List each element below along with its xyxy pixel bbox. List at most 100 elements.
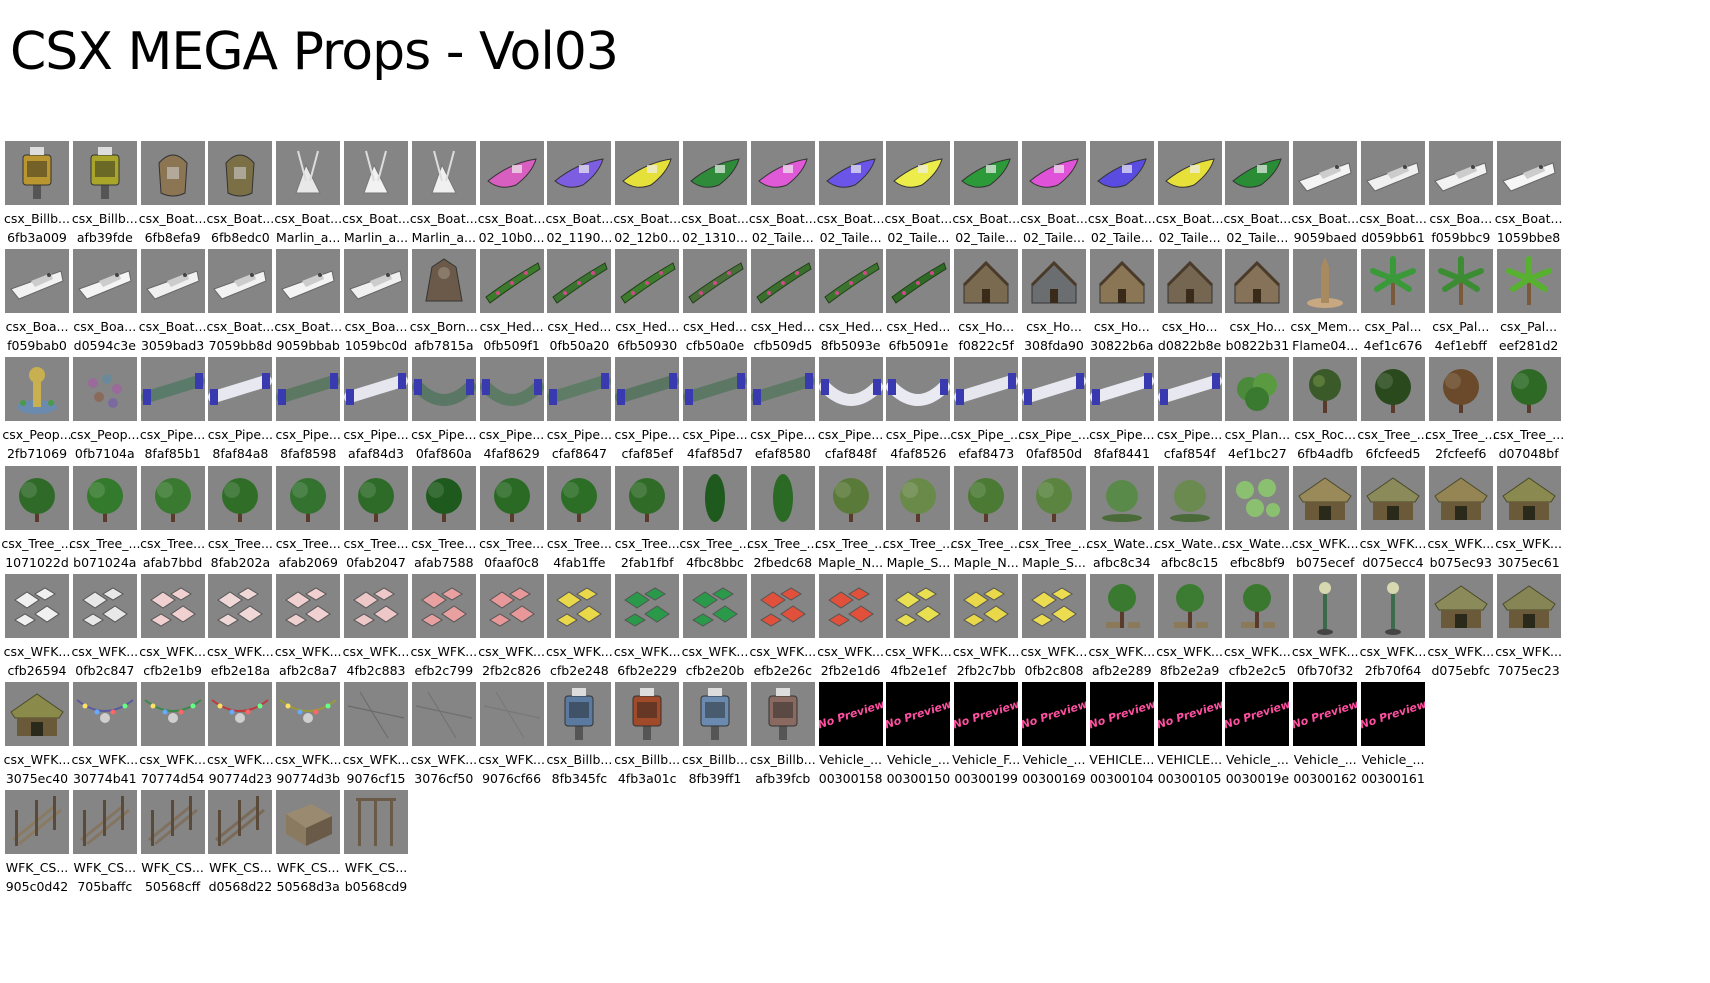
file-item[interactable]: csx_Pal... 4ef1c676 bbox=[1356, 249, 1430, 359]
file-item[interactable]: csx_Ho... 308fda90 bbox=[1017, 249, 1091, 359]
file-item[interactable]: csx_Pipe... 8faf8598 bbox=[271, 357, 345, 467]
file-item[interactable]: csx_WFK... 8fb2e2a9 bbox=[1153, 573, 1227, 684]
file-item[interactable]: csx_Boa... f059bab0 bbox=[0, 249, 74, 359]
file-item[interactable]: csx_Tree_... 2fcfeef6 bbox=[1424, 357, 1498, 467]
file-item[interactable]: csx_Boat... 02_10b0... bbox=[475, 141, 549, 251]
file-item[interactable]: csx_Hed... 6fb5091e bbox=[881, 249, 955, 359]
file-item[interactable]: csx_WFK... 0fb2c808 bbox=[1017, 573, 1091, 684]
file-item[interactable]: csx_WFK... 4fb2c883 bbox=[339, 573, 413, 684]
file-item[interactable]: csx_Pipe... 0faf860a bbox=[407, 357, 481, 467]
file-item[interactable]: csx_Ho... b0822b31 bbox=[1220, 249, 1294, 359]
file-item[interactable]: csx_Pipe... 4faf8629 bbox=[475, 357, 549, 467]
file-item[interactable]: csx_Tree... afab7bbd bbox=[136, 465, 210, 576]
file-item[interactable]: csx_Billb... afb39fde bbox=[68, 141, 142, 251]
file-item[interactable]: csx_WFK... 0fb70f32 bbox=[1288, 573, 1362, 684]
file-item[interactable]: WFK_CS... b0568cd9 bbox=[339, 790, 413, 900]
file-item[interactable]: csx_Boat... 6fb8efa9 bbox=[136, 141, 210, 251]
file-item[interactable]: csx_WFK... 9076cf15 bbox=[339, 682, 413, 792]
file-item[interactable]: csx_Hed... 8fb5093e bbox=[814, 249, 888, 359]
file-item[interactable]: csx_WFK... cfb26594 bbox=[0, 573, 74, 684]
file-item[interactable]: csx_WFK... 0fb2c847 bbox=[68, 573, 142, 684]
file-item[interactable]: csx_Tree... 2fab1fbf bbox=[610, 465, 684, 576]
file-item[interactable]: csx_Boat... d059bb61 bbox=[1356, 141, 1430, 251]
file-item[interactable]: csx_Born... afb7815a bbox=[407, 249, 481, 359]
file-item[interactable]: csx_WFK... d075ecc4 bbox=[1356, 465, 1430, 576]
file-item[interactable]: csx_WFK... efb2c799 bbox=[407, 573, 481, 684]
file-item[interactable]: csx_Boat... 02_1310... bbox=[678, 141, 752, 251]
file-item[interactable]: csx_Boat... 9059baed bbox=[1288, 141, 1362, 251]
file-item[interactable]: No Preview Vehicle_... 00300158 bbox=[814, 682, 888, 792]
file-item[interactable]: csx_WFK... b075ec93 bbox=[1424, 465, 1498, 576]
file-item[interactable]: No Preview Vehicle_... 00300150 bbox=[881, 682, 955, 792]
file-item[interactable]: csx_Pipe_... efaf8473 bbox=[949, 357, 1023, 467]
file-item[interactable]: csx_Boa... f059bbc9 bbox=[1424, 141, 1498, 251]
file-item[interactable]: csx_WFK... 2fb2e1d6 bbox=[814, 573, 888, 684]
file-item[interactable]: csx_Wate... efbc8bf9 bbox=[1220, 465, 1294, 576]
file-item[interactable]: csx_WFK... efb2e26c bbox=[746, 573, 820, 684]
file-item[interactable]: csx_Tree... 0fab2047 bbox=[339, 465, 413, 576]
file-item[interactable]: csx_Boat... 9059bbab bbox=[271, 249, 345, 359]
file-item[interactable]: csx_Boat... 3059bad3 bbox=[136, 249, 210, 359]
file-item[interactable]: csx_Pipe... cfaf848f bbox=[814, 357, 888, 467]
file-item[interactable]: csx_Wate... afbc8c15 bbox=[1153, 465, 1227, 576]
file-item[interactable]: csx_Pal... eef281d2 bbox=[1492, 249, 1566, 359]
file-item[interactable]: csx_Hed... 6fb50930 bbox=[610, 249, 684, 359]
file-item[interactable]: csx_Boat... 02_1190... bbox=[542, 141, 616, 251]
file-item[interactable]: csx_Pipe... afaf84d3 bbox=[339, 357, 413, 467]
file-item[interactable]: csx_WFK... 90774d3b bbox=[271, 682, 345, 792]
file-item[interactable]: csx_Tree_... b071024a bbox=[68, 465, 142, 576]
file-item[interactable]: csx_Hed... 0fb509f1 bbox=[475, 249, 549, 359]
file-item[interactable]: WFK_CS... 50568d3a bbox=[271, 790, 345, 900]
file-item[interactable]: No Preview VEHICLE... 00300104 bbox=[1085, 682, 1159, 792]
file-item[interactable]: csx_Tree_... d07048bf bbox=[1492, 357, 1566, 467]
file-item[interactable]: csx_WFK... 30774b41 bbox=[68, 682, 142, 792]
file-item[interactable]: csx_Tree_... Maple_S... bbox=[881, 465, 955, 576]
file-item[interactable]: csx_Boa... d0594c3e bbox=[68, 249, 142, 359]
file-item[interactable]: No Preview Vehicle_... 00300161 bbox=[1356, 682, 1430, 792]
file-item[interactable]: csx_WFK... 70774d54 bbox=[136, 682, 210, 792]
file-item[interactable]: csx_Peop... 2fb71069 bbox=[0, 357, 74, 467]
file-item[interactable]: No Preview Vehicle_... 00300162 bbox=[1288, 682, 1362, 792]
file-item[interactable]: csx_Tree... afab7588 bbox=[407, 465, 481, 576]
file-item[interactable]: csx_Billb... 4fb3a01c bbox=[610, 682, 684, 792]
file-item[interactable]: csx_WFK... 3076cf50 bbox=[407, 682, 481, 792]
file-item[interactable]: WFK_CS... 705baffc bbox=[68, 790, 142, 900]
file-item[interactable]: csx_Tree... 8fab202a bbox=[203, 465, 277, 576]
file-item[interactable]: csx_Ho... d0822b8e bbox=[1153, 249, 1227, 359]
file-item[interactable]: csx_Boat... 02_Taile... bbox=[949, 141, 1023, 251]
file-item[interactable]: csx_Billb... 6fb3a009 bbox=[0, 141, 74, 251]
file-item[interactable]: No Preview Vehicle_... 00300169 bbox=[1017, 682, 1091, 792]
file-item[interactable]: csx_WFK... efb2e18a bbox=[203, 573, 277, 684]
file-item[interactable]: csx_Hed... cfb50a0e bbox=[678, 249, 752, 359]
file-item[interactable]: csx_WFK... 2fb2c826 bbox=[475, 573, 549, 684]
file-item[interactable]: csx_Tree_... Maple_N... bbox=[949, 465, 1023, 576]
file-item[interactable]: csx_Ho... f0822c5f bbox=[949, 249, 1023, 359]
file-item[interactable]: csx_WFK... cfb2e1b9 bbox=[136, 573, 210, 684]
file-item[interactable]: csx_Boat... 02_Taile... bbox=[881, 141, 955, 251]
file-item[interactable]: csx_Hed... 0fb50a20 bbox=[542, 249, 616, 359]
file-item[interactable]: csx_Tree... afab2069 bbox=[271, 465, 345, 576]
file-item[interactable]: csx_WFK... 6fb2e229 bbox=[610, 573, 684, 684]
file-item[interactable]: csx_Boat... 02_Taile... bbox=[1085, 141, 1159, 251]
file-item[interactable]: csx_Tree_... Maple_N... bbox=[814, 465, 888, 576]
file-item[interactable]: csx_Peop... 0fb7104a bbox=[68, 357, 142, 467]
file-item[interactable]: csx_WFK... cfb2e2c5 bbox=[1220, 573, 1294, 684]
file-item[interactable]: csx_Boat... 6fb8edc0 bbox=[203, 141, 277, 251]
file-item[interactable]: csx_Hed... cfb509d5 bbox=[746, 249, 820, 359]
file-item[interactable]: csx_WFK... 9076cf66 bbox=[475, 682, 549, 792]
file-item[interactable]: csx_Pipe... cfaf8647 bbox=[542, 357, 616, 467]
file-item[interactable]: WFK_CS... 905c0d42 bbox=[0, 790, 74, 900]
file-item[interactable]: csx_Boat... 02_Taile... bbox=[1153, 141, 1227, 251]
file-item[interactable]: csx_Tree... 4fab1ffe bbox=[542, 465, 616, 576]
file-item[interactable]: No Preview Vehicle_F... 00300199 bbox=[949, 682, 1023, 792]
file-item[interactable]: csx_Billb... 8fb345fc bbox=[542, 682, 616, 792]
file-item[interactable]: csx_WFK... afb2c8a7 bbox=[271, 573, 345, 684]
file-item[interactable]: csx_Pipe... 8faf84a8 bbox=[203, 357, 277, 467]
file-item[interactable]: csx_WFK... cfb2e20b bbox=[678, 573, 752, 684]
file-item[interactable]: csx_Billb... 8fb39ff1 bbox=[678, 682, 752, 792]
file-item[interactable]: csx_Boat... Marlin_a... bbox=[271, 141, 345, 251]
file-item[interactable]: csx_Boat... 02_Taile... bbox=[814, 141, 888, 251]
file-item[interactable]: csx_WFK... 3075ec40 bbox=[0, 682, 74, 792]
file-item[interactable]: csx_Pal... 4ef1ebff bbox=[1424, 249, 1498, 359]
file-item[interactable]: csx_Pipe... 8faf8441 bbox=[1085, 357, 1159, 467]
